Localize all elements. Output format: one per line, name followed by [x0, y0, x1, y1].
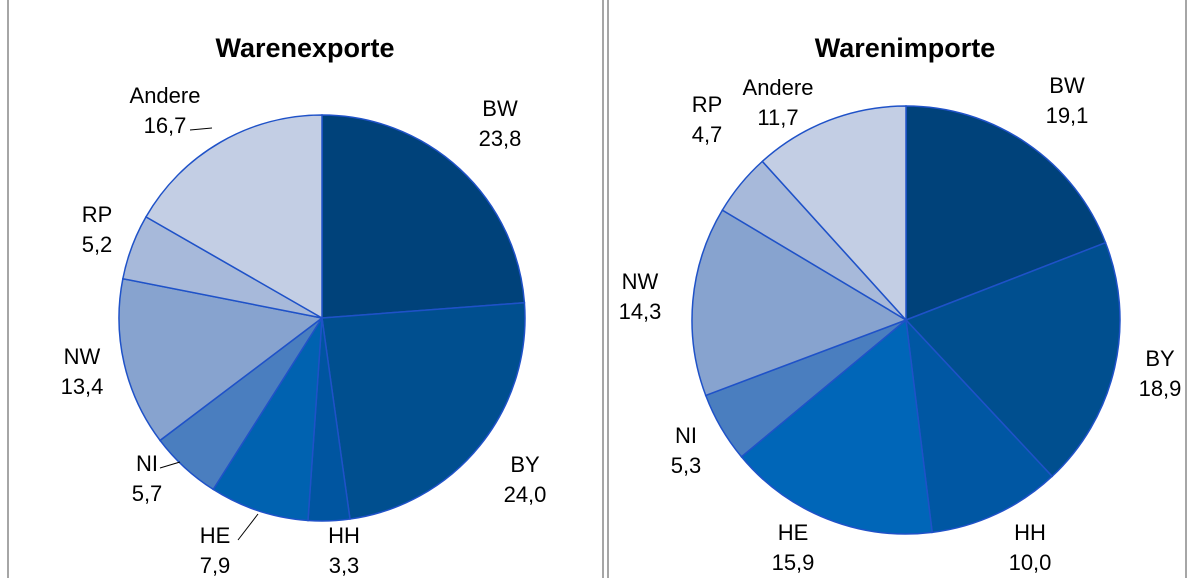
pie-slice — [905, 105, 1107, 322]
slice-value: 23,8 — [479, 126, 522, 151]
slice-value: 13,4 — [61, 374, 104, 399]
slice-label: BY — [1145, 346, 1175, 371]
leader-line — [189, 127, 213, 131]
slice-label: RP — [692, 92, 723, 117]
slice-value: 5,7 — [132, 481, 163, 506]
chart-title: Warenexporte — [215, 33, 394, 63]
slice-label: Andere — [130, 83, 201, 108]
slice-value: 4,7 — [692, 122, 723, 147]
slice-label: BW — [1049, 73, 1085, 98]
slice-label: BW — [482, 96, 518, 121]
pie-slice — [321, 301, 526, 520]
leader-line — [159, 461, 181, 469]
pie-slice — [118, 277, 324, 442]
slice-label: RP — [82, 202, 113, 227]
slice-value: 5,2 — [82, 232, 113, 257]
panel-border — [7, 0, 604, 578]
pie-slice — [904, 317, 1054, 534]
slice-value: 5,3 — [671, 453, 702, 478]
pie-slice — [740, 318, 934, 535]
slice-value: 11,7 — [757, 105, 798, 130]
slice-label: NI — [136, 451, 158, 476]
slice-label: BY — [510, 452, 540, 477]
chart-title: Warenimporte — [815, 33, 996, 63]
slice-label: Andere — [743, 75, 814, 100]
slice-value: 3,3 — [329, 553, 360, 578]
slice-label: NW — [64, 344, 101, 369]
slice-value: 7,9 — [200, 553, 231, 578]
slice-value: 14,3 — [619, 299, 662, 324]
pie-slice — [691, 209, 908, 397]
panel-border — [607, 0, 1187, 578]
slice-label: NI — [675, 423, 697, 448]
slice-label: HE — [778, 520, 809, 545]
pie-slice — [321, 114, 526, 319]
pie-slice — [212, 317, 323, 522]
slice-label: HE — [200, 523, 231, 548]
slice-value: 16,7 — [144, 113, 187, 138]
slice-label: HH — [1014, 520, 1046, 545]
slice-value: 19,1 — [1046, 103, 1089, 128]
pie-slice — [144, 114, 323, 320]
pie-slice — [904, 241, 1121, 478]
slice-label: NW — [622, 269, 659, 294]
leader-line — [237, 513, 259, 541]
slice-label: HH — [328, 523, 360, 548]
slice-value: 10,0 — [1009, 550, 1052, 575]
pie-slice — [761, 105, 907, 322]
slice-value: 24,0 — [504, 482, 547, 507]
slice-value: 15,9 — [772, 550, 815, 575]
slice-value: 18,9 — [1139, 376, 1182, 401]
